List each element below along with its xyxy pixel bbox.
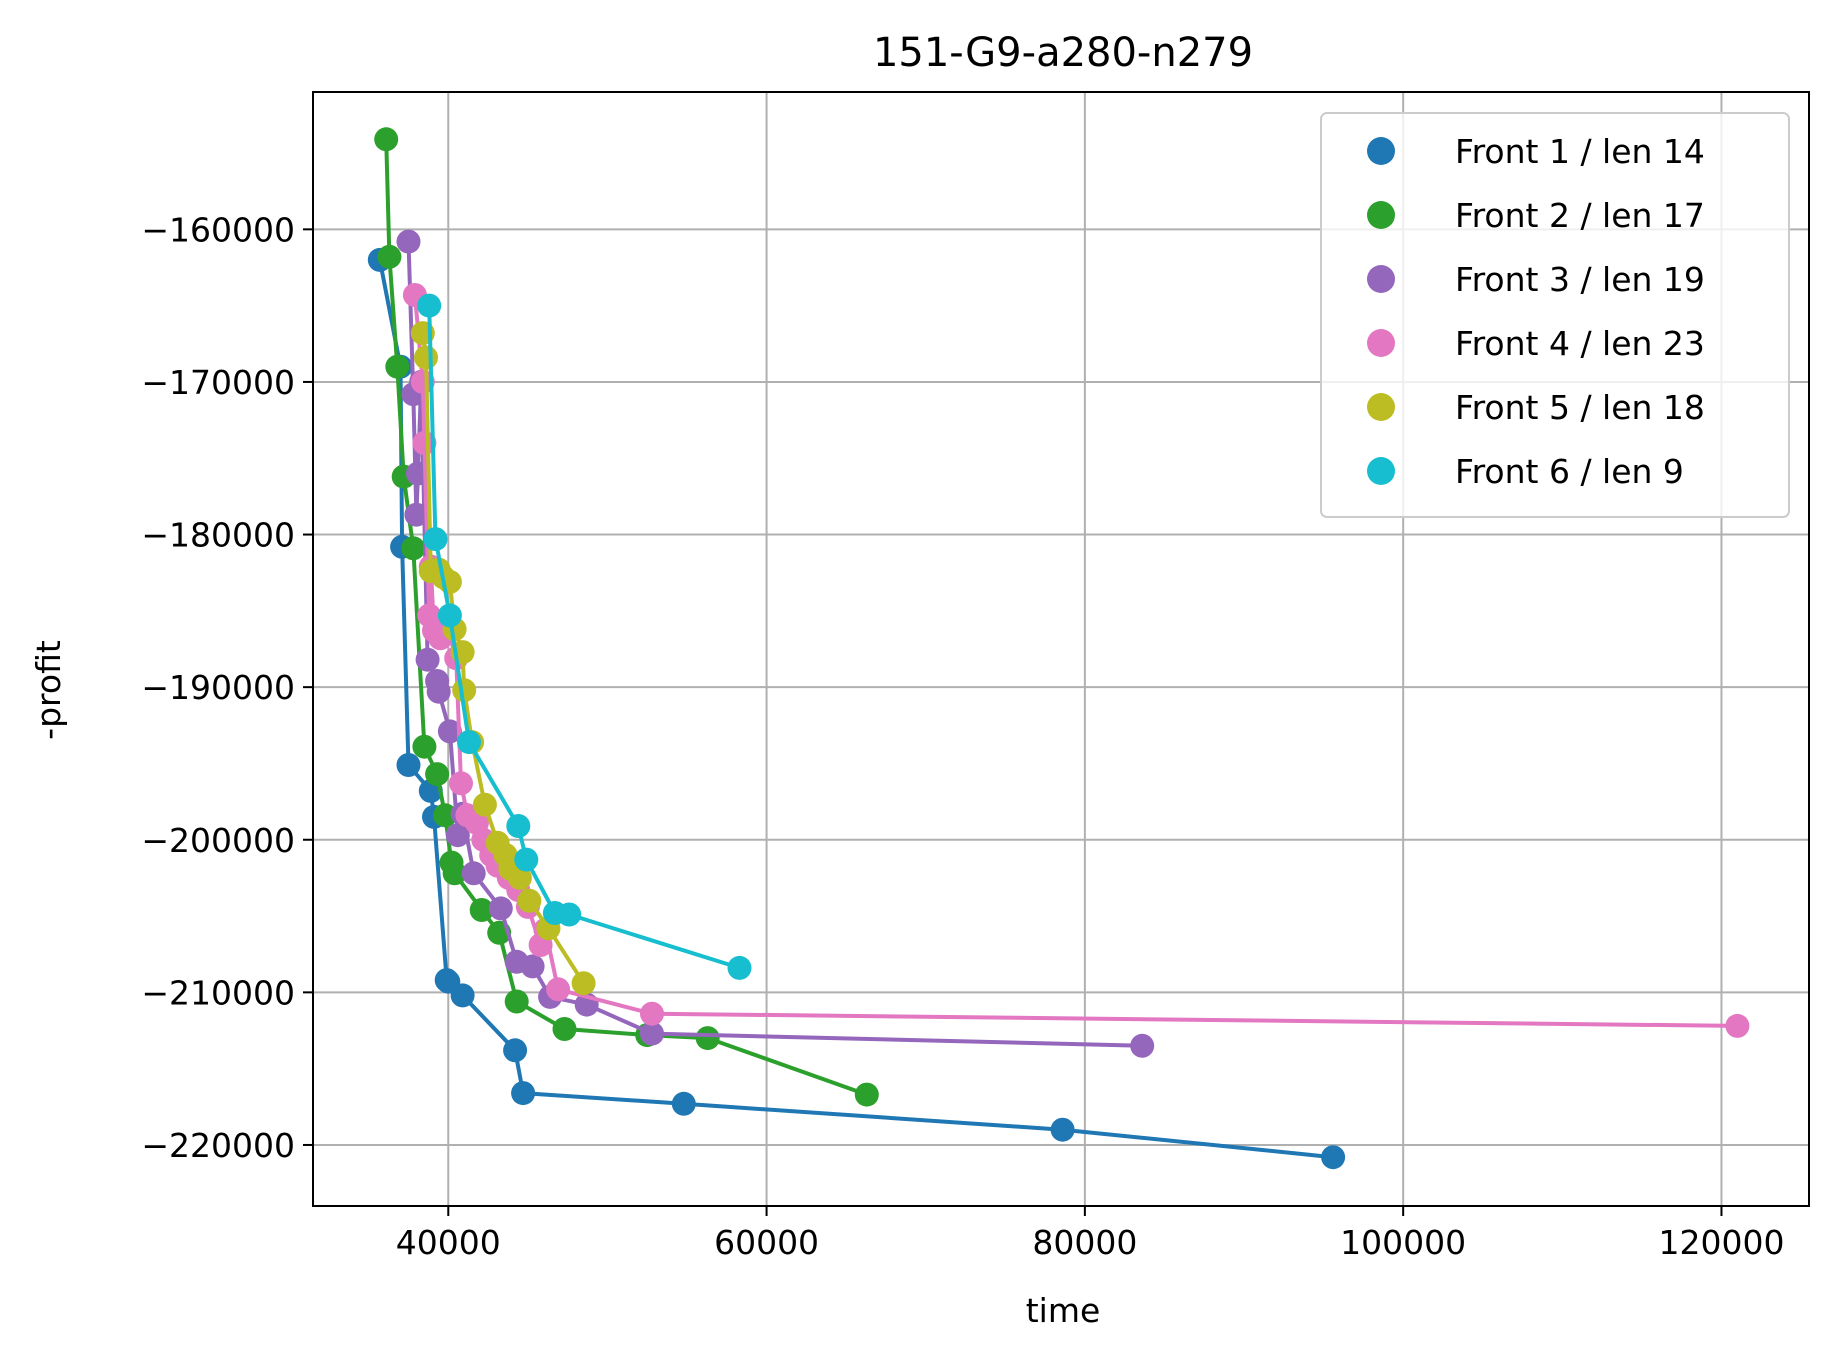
chart-title: 151-G9-a280-n279 bbox=[873, 30, 1253, 76]
series-4-point bbox=[449, 771, 473, 796]
series-2-point bbox=[854, 1082, 879, 1107]
axis-ticks: 40000 60000 80000 100000 120000 −160000 −17000… bbox=[141, 210, 1784, 1262]
x-tick-label: 40000 bbox=[396, 1223, 501, 1262]
series-3-point bbox=[520, 954, 545, 979]
series-2-point bbox=[469, 898, 494, 922]
series-2-point bbox=[377, 244, 402, 269]
y-tick-label: −180000 bbox=[141, 516, 295, 555]
series-1-point bbox=[511, 1081, 536, 1106]
series-3-point bbox=[396, 229, 421, 254]
y-tick-label: −220000 bbox=[141, 1126, 295, 1165]
y-tick-label: −170000 bbox=[141, 363, 295, 402]
series-6-point bbox=[437, 603, 462, 628]
x-tick-label: 60000 bbox=[714, 1223, 819, 1262]
legend-item-1: Front 1 / len 14 bbox=[1367, 132, 1705, 171]
series-2-point bbox=[374, 127, 399, 152]
y-axis-title: -profit bbox=[29, 640, 68, 740]
series-2-point bbox=[412, 734, 437, 759]
series-1-point bbox=[1321, 1145, 1346, 1170]
legend-item-4: Front 4 / len 23 bbox=[1367, 324, 1705, 363]
series-3-point bbox=[426, 679, 451, 704]
series-2-point bbox=[695, 1026, 720, 1051]
series-1-point bbox=[503, 1038, 528, 1063]
legend-item-6: Front 6 / len 9 bbox=[1367, 452, 1684, 491]
series-2-point bbox=[442, 861, 467, 886]
y-tick-label: −160000 bbox=[141, 210, 295, 249]
series-4-point bbox=[410, 369, 435, 394]
series-3-point bbox=[640, 1021, 664, 1046]
y-tick-label: −210000 bbox=[141, 973, 295, 1012]
grid bbox=[313, 92, 1809, 1206]
series-1-point bbox=[450, 983, 475, 1008]
series-6-point bbox=[457, 730, 481, 755]
series-3-point bbox=[437, 719, 462, 744]
legend-label: Front 3 / len 19 bbox=[1455, 260, 1705, 299]
legend-marker bbox=[1367, 201, 1395, 229]
legend-box bbox=[1320, 112, 1790, 518]
series-4-point bbox=[640, 1001, 664, 1026]
legend-marker bbox=[1367, 393, 1395, 421]
series-6-point bbox=[557, 902, 582, 927]
series-4-point bbox=[546, 977, 571, 1002]
series-3-point bbox=[404, 502, 429, 527]
legend-item-2: Front 2 / len 17 bbox=[1367, 196, 1705, 235]
series-6-point bbox=[423, 527, 448, 552]
series-5-point bbox=[472, 792, 497, 817]
series-4-point bbox=[1725, 1013, 1750, 1038]
legend-label: Front 1 / len 14 bbox=[1455, 132, 1705, 171]
series-3-point bbox=[445, 823, 470, 848]
series-6-point bbox=[417, 293, 442, 318]
legend-label: Front 4 / len 23 bbox=[1455, 324, 1705, 363]
series-2 bbox=[374, 127, 879, 1107]
legend-item-3: Front 3 / len 19 bbox=[1367, 260, 1705, 299]
series-5-point bbox=[517, 888, 542, 913]
series-6 bbox=[417, 293, 752, 980]
series-5-point bbox=[452, 678, 477, 703]
legend-marker bbox=[1367, 457, 1395, 485]
series-4-point bbox=[412, 431, 437, 455]
series-1-point bbox=[1050, 1117, 1075, 1142]
series-1-point bbox=[671, 1091, 696, 1116]
legend-marker bbox=[1367, 329, 1395, 357]
series-5-point bbox=[414, 345, 438, 370]
series-3-point bbox=[1130, 1033, 1155, 1058]
series-1-point bbox=[396, 753, 421, 777]
x-axis-title: time bbox=[1026, 1291, 1101, 1330]
series-2-point bbox=[401, 536, 426, 561]
series-6-point bbox=[727, 955, 752, 980]
series-2-point bbox=[552, 1017, 577, 1041]
legend-label: Front 5 / len 18 bbox=[1455, 388, 1705, 427]
series-2-point bbox=[425, 762, 450, 787]
legend-marker bbox=[1367, 137, 1395, 165]
series-3-point bbox=[461, 861, 486, 886]
series-layer bbox=[367, 127, 1750, 1170]
series-3-point bbox=[488, 896, 513, 921]
series-6-point bbox=[506, 814, 531, 838]
legend: Front 1 / len 14 Front 2 / len 17 Front 3 … bbox=[1320, 112, 1790, 518]
series-3-point bbox=[415, 647, 440, 672]
y-tick-label: −190000 bbox=[141, 668, 295, 707]
x-tick-label: 100000 bbox=[1340, 1223, 1466, 1262]
x-tick-label: 120000 bbox=[1658, 1223, 1784, 1262]
legend-item-5: Front 5 / len 18 bbox=[1367, 388, 1705, 427]
series-5-point bbox=[507, 865, 532, 890]
series-6-point bbox=[514, 847, 539, 872]
plot-area-frame bbox=[312, 91, 1810, 1207]
y-tick-label: −200000 bbox=[141, 821, 295, 860]
series-2-point bbox=[385, 354, 410, 379]
legend-label: Front 6 / len 9 bbox=[1455, 452, 1684, 491]
legend-marker bbox=[1367, 265, 1395, 293]
series-2-point bbox=[504, 989, 529, 1014]
series-2-point bbox=[433, 803, 458, 828]
legend-label: Front 2 / len 17 bbox=[1455, 196, 1705, 235]
x-tick-label: 80000 bbox=[1032, 1223, 1137, 1262]
series-5-point bbox=[571, 971, 596, 996]
